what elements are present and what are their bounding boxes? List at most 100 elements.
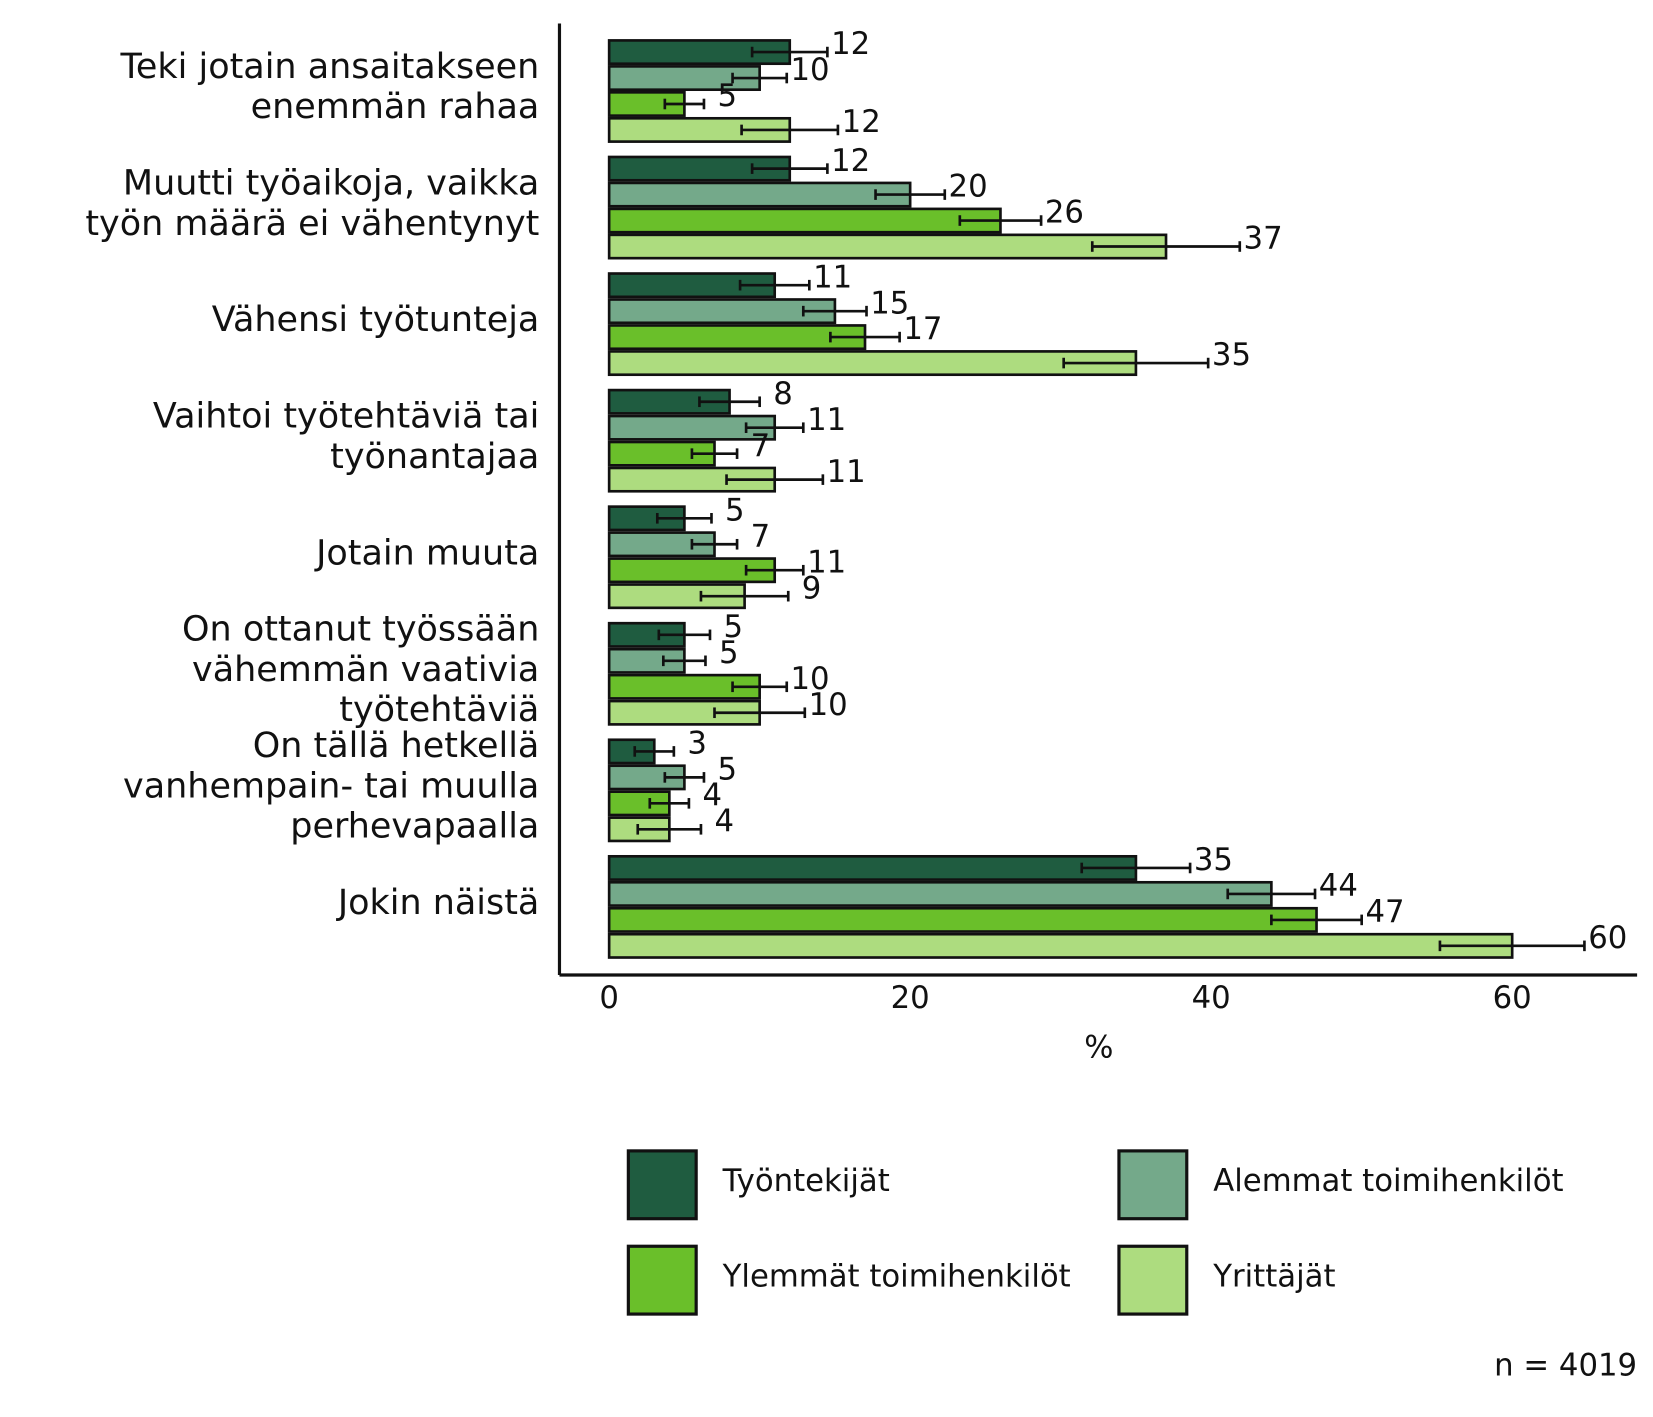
error-bar	[1270, 914, 1364, 926]
x-tick-label: 60	[1493, 980, 1532, 1016]
sample-size-note: n = 4019	[1494, 1348, 1637, 1384]
value-label: 8	[773, 376, 793, 412]
value-label: 35	[1212, 337, 1251, 373]
error-bar	[698, 396, 761, 408]
error-bar	[740, 124, 840, 136]
error-bar	[1062, 357, 1210, 369]
value-label: 26	[1045, 195, 1084, 231]
category-label: työtehtäviä	[339, 690, 539, 730]
value-label: 7	[751, 518, 771, 554]
value-label: 11	[807, 544, 846, 580]
category-label: Muutti työaikoja, vaikka	[123, 164, 539, 204]
error-bar	[725, 474, 825, 485]
category-label: perhevapaalla	[290, 807, 539, 847]
error-bar	[744, 564, 805, 576]
value-label: 12	[842, 104, 881, 140]
error-bar	[636, 823, 703, 835]
bar	[607, 324, 867, 351]
value-label: 3	[687, 726, 707, 762]
legend-label: Alemmat toimihenkilöt	[1213, 1163, 1563, 1199]
value-label: 17	[903, 311, 942, 347]
value-label: 12	[831, 143, 870, 179]
category-label: Vaihtoi työtehtäviä tai	[153, 397, 539, 437]
value-label: 5	[724, 609, 744, 645]
x-tick-label: 0	[599, 980, 619, 1016]
bar	[607, 207, 1002, 234]
value-label: 44	[1319, 868, 1358, 904]
category-label: Jotain muuta	[314, 533, 539, 573]
value-label: 10	[809, 687, 848, 723]
error-bar	[663, 98, 706, 110]
value-label: 5	[718, 78, 738, 114]
bar	[607, 906, 1318, 933]
category-label: Jokin näistä	[336, 883, 540, 923]
x-axis-label: %	[1084, 1030, 1113, 1066]
value-label: 37	[1244, 221, 1283, 257]
category-label: vanhempain- tai muulla	[123, 766, 539, 806]
category-label: työnantajaa	[330, 437, 539, 477]
bar	[607, 880, 1273, 907]
legend-label: Ylemmät toimihenkilöt	[722, 1259, 1071, 1295]
error-bar	[1438, 940, 1586, 952]
error-bar	[663, 772, 706, 783]
value-label: 5	[719, 635, 739, 671]
value-label: 35	[1194, 842, 1233, 878]
error-bar	[750, 163, 829, 174]
error-bar	[750, 46, 829, 58]
error-bar	[738, 279, 811, 291]
error-bar	[1090, 241, 1242, 252]
value-label: 47	[1365, 894, 1404, 930]
error-bar	[662, 655, 707, 667]
value-label: 7	[751, 428, 771, 464]
error-bar	[633, 746, 676, 757]
category-label: työn määrä ei vähentynyt	[85, 204, 539, 244]
legend-swatch	[1117, 1149, 1189, 1221]
bar	[607, 932, 1514, 959]
error-bar	[1080, 862, 1192, 874]
error-bar	[731, 681, 789, 693]
error-bar	[690, 448, 739, 459]
error-bar	[713, 707, 807, 719]
value-label: 12	[831, 26, 870, 62]
error-bar	[744, 422, 805, 434]
value-label: 20	[949, 169, 988, 205]
bar	[607, 233, 1168, 260]
value-label: 4	[714, 803, 734, 839]
bar	[607, 181, 912, 208]
error-bar	[731, 72, 789, 84]
bar	[607, 854, 1138, 881]
value-label: 10	[791, 661, 830, 697]
value-label: 10	[791, 52, 830, 88]
category-label: vähemmän vaativia	[192, 650, 539, 690]
value-label: 4	[702, 777, 722, 813]
bar	[607, 298, 837, 325]
error-bar	[958, 215, 1043, 226]
x-tick-label: 20	[891, 980, 930, 1016]
error-bar	[874, 189, 947, 200]
value-label: 11	[827, 454, 866, 490]
value-label: 9	[802, 570, 822, 606]
error-bar	[801, 305, 868, 317]
category-label: Teki jotain ansaitakseen	[120, 47, 540, 87]
error-bar	[690, 538, 739, 550]
category-label: Vähensi työtunteja	[212, 300, 540, 340]
error-bar	[829, 331, 901, 343]
x-tick-label: 40	[1192, 980, 1231, 1016]
value-label: 5	[718, 752, 738, 788]
value-label: 11	[813, 259, 852, 295]
value-label: 11	[807, 402, 846, 438]
value-label: 60	[1588, 920, 1627, 956]
value-label: 5	[725, 492, 745, 528]
error-bar	[648, 798, 691, 809]
legend-label: Yrittäjät	[1212, 1259, 1335, 1295]
legend-label: Työntekijät	[722, 1163, 890, 1199]
category-label: On ottanut työssään	[182, 610, 539, 650]
legend-swatch	[1117, 1244, 1189, 1316]
error-bar	[1226, 888, 1317, 900]
bar	[607, 350, 1138, 377]
value-label: 15	[870, 285, 909, 321]
error-bar	[657, 629, 712, 641]
category-label: enemmän rahaa	[251, 87, 540, 127]
error-bar	[699, 590, 790, 602]
legend-swatch	[626, 1149, 698, 1221]
